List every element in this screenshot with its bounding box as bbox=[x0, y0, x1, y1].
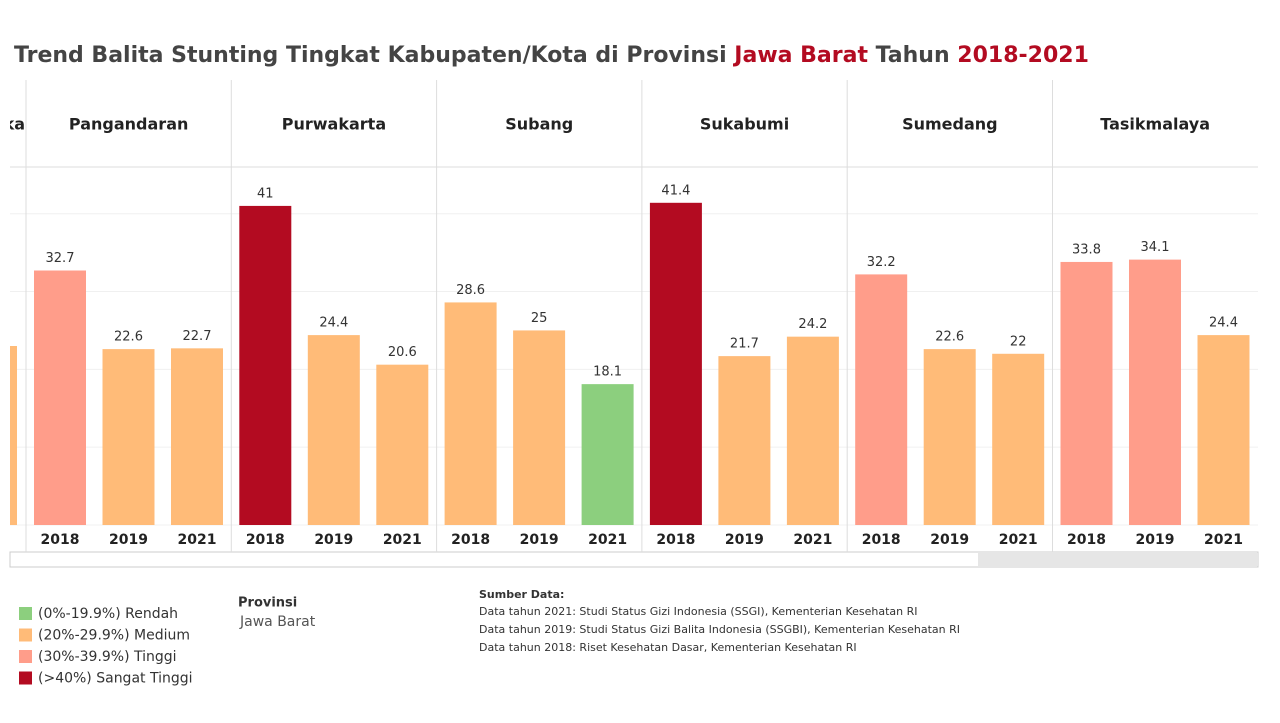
value-label: 41.4 bbox=[661, 183, 690, 198]
bar bbox=[992, 353, 1045, 525]
x-tick-label: 2021 bbox=[588, 532, 627, 548]
title-part: Jawa Barat bbox=[732, 43, 868, 68]
bar bbox=[1197, 335, 1250, 525]
value-label: 18.1 bbox=[593, 365, 622, 380]
legend-label: (30%-39.9%) Tinggi bbox=[38, 649, 177, 665]
value-label: 34.1 bbox=[1141, 240, 1170, 255]
bar bbox=[1129, 259, 1181, 525]
bar bbox=[718, 356, 771, 525]
value-label: 33.8 bbox=[1072, 242, 1101, 257]
value-label: 22.6 bbox=[114, 330, 143, 345]
bar bbox=[581, 384, 634, 525]
value-label: 24.2 bbox=[798, 317, 827, 332]
panel-header: Subang bbox=[505, 115, 573, 134]
value-label: 22.6 bbox=[935, 330, 964, 345]
legend-swatch bbox=[19, 650, 32, 663]
value-label: 22 bbox=[1010, 334, 1027, 349]
bar bbox=[171, 348, 223, 525]
value-label: 24.4 bbox=[319, 316, 348, 331]
legend-swatch bbox=[19, 671, 32, 685]
bar bbox=[34, 270, 86, 525]
legend-label: (>40%) Sangat Tinggi bbox=[38, 671, 193, 687]
bar bbox=[649, 202, 702, 526]
bar bbox=[376, 364, 429, 525]
title-part: 2018-2021 bbox=[957, 43, 1089, 68]
x-tick-label: 2021 bbox=[383, 532, 422, 548]
x-tick-label: 2021 bbox=[1204, 532, 1243, 548]
panel-header: ka bbox=[4, 115, 25, 134]
value-label: 32.2 bbox=[867, 255, 896, 270]
bar bbox=[923, 349, 976, 525]
panel-header: Tasikmalaya bbox=[1100, 115, 1210, 134]
x-tick-label: 2021 bbox=[999, 532, 1038, 548]
value-label: 22.7 bbox=[183, 329, 212, 344]
filter-title: Provinsi bbox=[238, 596, 297, 611]
plot: ka Pangandaran 32.7 2018 22.6 2019 22.7 2021 Pur… bbox=[4, 80, 1258, 552]
source-line: Data tahun 2019: Studi Status Gizi Balit… bbox=[479, 623, 960, 636]
bar bbox=[307, 335, 360, 525]
x-tick-label: 2019 bbox=[930, 532, 969, 548]
x-tick-label: 2018 bbox=[451, 532, 490, 548]
x-tick-label: 2019 bbox=[520, 532, 559, 548]
value-label: 25 bbox=[531, 311, 548, 326]
bar bbox=[1060, 261, 1113, 525]
x-tick-label: 2018 bbox=[656, 532, 695, 548]
value-label: 20.6 bbox=[388, 345, 417, 360]
value-label: 24.4 bbox=[1209, 316, 1238, 331]
x-tick-label: 2021 bbox=[793, 532, 832, 548]
title-part: Trend Balita Stunting Tingkat Kabupaten/… bbox=[14, 43, 734, 68]
bar bbox=[786, 336, 839, 525]
x-tick-label: 2018 bbox=[862, 532, 901, 548]
legend-label: (0%-19.9%) Rendah bbox=[38, 606, 178, 622]
x-tick-label: 2019 bbox=[1136, 532, 1175, 548]
bar bbox=[102, 349, 155, 525]
filter-value[interactable]: Jawa Barat bbox=[239, 614, 316, 630]
x-tick-label: 2018 bbox=[41, 532, 80, 548]
x-tick-label: 2019 bbox=[109, 532, 148, 548]
source-title: Sumber Data: bbox=[479, 588, 564, 601]
source: Data tahun 2021: Studi Status Gizi Indon… bbox=[479, 605, 960, 654]
bar bbox=[10, 346, 17, 525]
title-part: Tahun bbox=[868, 43, 957, 68]
chart-title: Trend Balita Stunting Tingkat Kabupaten/… bbox=[14, 43, 1089, 68]
legend: (0%-19.9%) Rendah (20%-29.9%) Medium (30%-… bbox=[19, 606, 193, 687]
scrollbar-thumb[interactable] bbox=[978, 553, 1258, 566]
partial-panel: ka bbox=[4, 115, 25, 525]
panel-header: Pangandaran bbox=[69, 115, 188, 134]
legend-label: (20%-29.9%) Medium bbox=[38, 628, 190, 644]
panel-header: Sukabumi bbox=[700, 115, 789, 134]
legend-swatch bbox=[19, 607, 32, 620]
value-label: 41 bbox=[257, 186, 274, 201]
panel-header: Purwakarta bbox=[282, 115, 386, 134]
value-label: 28.6 bbox=[456, 283, 485, 298]
source-line: Data tahun 2021: Studi Status Gizi Indon… bbox=[479, 605, 918, 618]
bar bbox=[513, 330, 566, 525]
legend-swatch bbox=[19, 628, 32, 642]
bar bbox=[855, 274, 908, 525]
x-tick-label: 2021 bbox=[178, 532, 217, 548]
bar bbox=[444, 302, 497, 525]
panel-header: Sumedang bbox=[902, 115, 998, 134]
source-line: Data tahun 2018: Riset Kesehatan Dasar, … bbox=[479, 641, 857, 654]
x-tick-label: 2019 bbox=[725, 532, 764, 548]
value-label: 32.7 bbox=[46, 251, 75, 266]
x-tick-label: 2018 bbox=[1067, 532, 1106, 548]
x-tick-label: 2018 bbox=[246, 532, 285, 548]
value-label: 21.7 bbox=[730, 337, 759, 352]
bar bbox=[239, 205, 292, 526]
x-tick-label: 2019 bbox=[314, 532, 353, 548]
